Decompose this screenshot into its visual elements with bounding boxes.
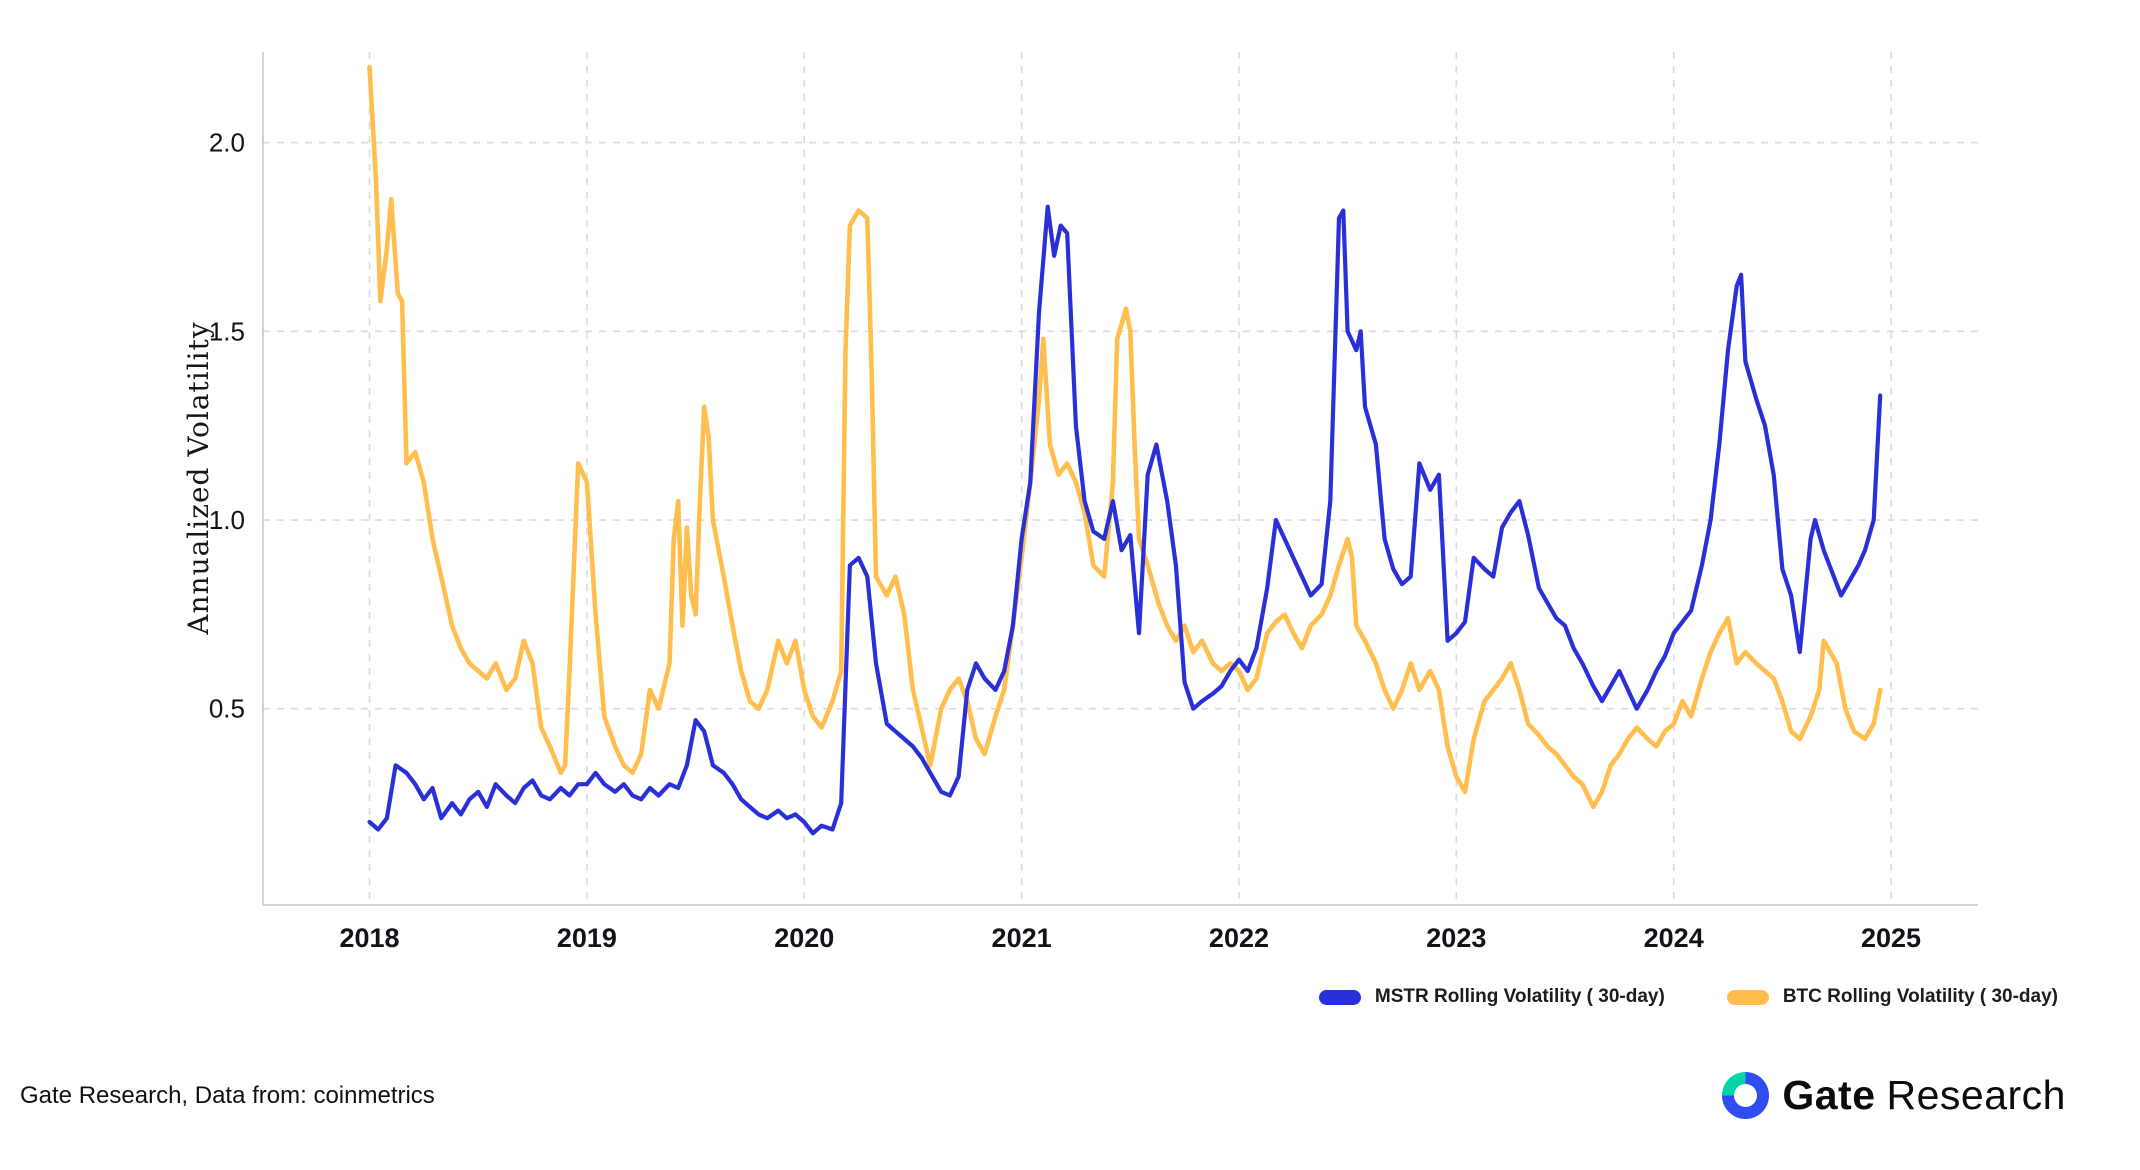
series-line-btc — [367, 64, 1883, 810]
gate-logo-icon — [1722, 1072, 1770, 1119]
mstr-series-swatch-icon — [1318, 989, 1361, 1005]
y-axis-title: Annualized Volatility — [182, 321, 215, 635]
x-tick-label: 2023 — [1426, 923, 1486, 953]
y-tick-label: 2.0 — [209, 128, 245, 158]
legend-item-mstr: MSTR Rolling Volatility ( 30-day) — [1318, 986, 1665, 1008]
footer: Gate Research, Data from: coinmetrics Ga… — [0, 1072, 2140, 1119]
series-layer — [367, 64, 1883, 836]
legend-label-mstr: MSTR Rolling Volatility ( 30-day) — [1374, 986, 1665, 1007]
y-tick-label: 1.5 — [209, 316, 245, 346]
x-tick-label: 2019 — [557, 923, 617, 953]
legend-label-btc: BTC Rolling Volatility ( 30-day) — [1782, 986, 2058, 1007]
y-tick-label: 1.0 — [209, 505, 245, 535]
data-source-text: Gate Research, Data from: coinmetrics — [20, 1081, 435, 1109]
btc-series-swatch-icon — [1726, 989, 1769, 1005]
brand-research: Research — [1886, 1072, 2066, 1118]
x-tick-label: 2022 — [1209, 923, 1269, 953]
legend-item-btc: BTC Rolling Volatility ( 30-day) — [1726, 986, 2058, 1008]
axis-tick-labels: 2018 2019 2020 2021 2022 2023 2024 2025 0.5 1.0 1.… — [209, 128, 1921, 953]
chart-legend: MSTR Rolling Volatility ( 30-day) BTC Ro… — [1318, 986, 2058, 1008]
x-tick-label: 2021 — [992, 923, 1052, 953]
x-tick-label: 2025 — [1861, 923, 1921, 953]
volatility-chart: 2018 2019 2020 2021 2022 2023 2024 2025 0.5 1.0 1.… — [182, 52, 1978, 953]
grid-layer — [262, 52, 1978, 906]
y-tick-label: 0.5 — [209, 694, 245, 724]
x-tick-label: 2018 — [339, 923, 399, 953]
brand-text: Gate Research — [1782, 1072, 2066, 1119]
series-line-mstr — [367, 204, 1883, 836]
brand-gate: Gate — [1782, 1072, 1876, 1118]
gate-research-brand: Gate Research — [1722, 1072, 2066, 1119]
x-tick-label: 2024 — [1644, 923, 1704, 953]
x-tick-label: 2020 — [774, 923, 834, 953]
